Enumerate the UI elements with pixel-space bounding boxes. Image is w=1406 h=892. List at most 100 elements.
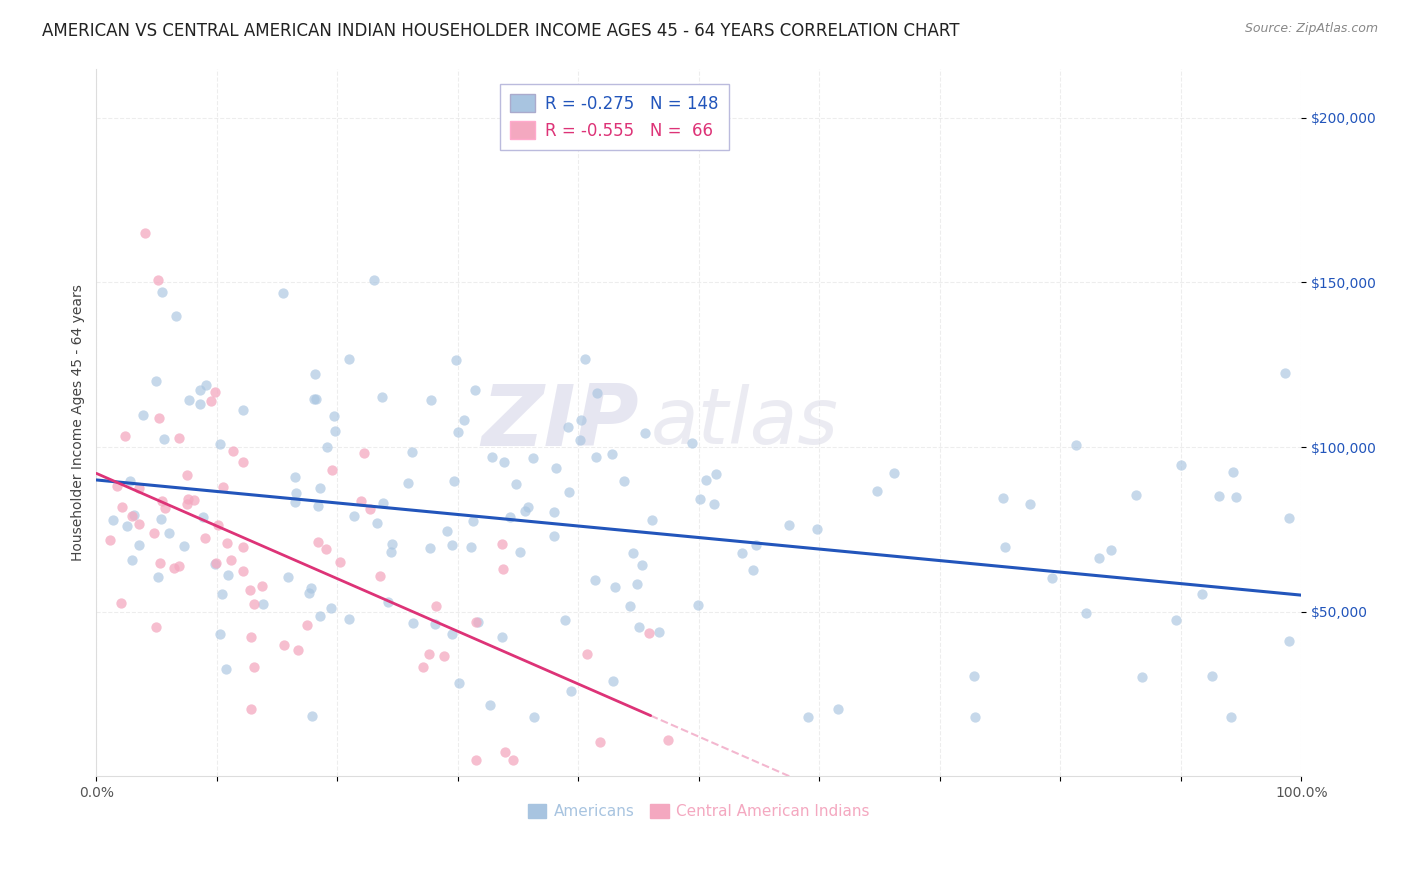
Point [118, 475, 141, 489]
Point [295, 618, 318, 632]
Point [1225, 490, 1247, 504]
Point [641, 513, 664, 527]
Point [242, 660, 264, 674]
Point [195, 378, 218, 392]
Point [543, 505, 565, 519]
Point [252, 597, 274, 611]
Point [110, 500, 132, 514]
Text: AMERICAN VS CENTRAL AMERICAN INDIAN HOUSEHOLDER INCOME AGES 45 - 64 YEARS CORREL: AMERICAN VS CENTRAL AMERICAN INDIAN HOUS… [42, 22, 960, 40]
Point [98, 533, 121, 548]
Point [277, 570, 299, 584]
Point [991, 491, 1014, 505]
Point [149, 512, 172, 526]
Point [557, 485, 579, 500]
Point [194, 531, 217, 545]
Point [502, 753, 524, 767]
Point [359, 502, 381, 516]
Point [299, 582, 322, 596]
Point [523, 710, 546, 724]
Point [619, 599, 641, 613]
Point [209, 627, 232, 641]
Point [806, 523, 828, 537]
Point [583, 573, 606, 587]
Point [124, 508, 146, 522]
Point [307, 500, 329, 514]
Point [1099, 542, 1122, 557]
Point [165, 310, 187, 324]
Point [460, 540, 482, 554]
Point [441, 538, 464, 552]
Point [366, 516, 388, 531]
Point [204, 556, 226, 570]
Point [145, 620, 167, 634]
Point [243, 597, 266, 611]
Point [467, 615, 489, 630]
Point [308, 608, 330, 623]
Point [250, 579, 273, 593]
Point [148, 410, 170, 425]
Point [316, 440, 339, 454]
Point [153, 500, 176, 515]
Point [148, 273, 170, 287]
Point [188, 397, 211, 411]
Point [381, 536, 404, 550]
Point [741, 563, 763, 577]
Point [479, 698, 502, 713]
Point [232, 541, 254, 555]
Point [173, 539, 195, 553]
Point [443, 474, 465, 488]
Point [1274, 366, 1296, 380]
Point [433, 648, 456, 663]
Point [745, 538, 768, 552]
Point [232, 403, 254, 417]
Point [1074, 606, 1097, 620]
Point [626, 577, 648, 591]
Legend: Americans, Central American Indians: Americans, Central American Indians [522, 797, 876, 825]
Point [605, 580, 627, 594]
Point [188, 383, 211, 397]
Point [167, 559, 190, 574]
Point [731, 547, 754, 561]
Point [420, 392, 443, 407]
Point [575, 648, 598, 662]
Point [302, 392, 325, 407]
Point [418, 647, 440, 661]
Point [329, 555, 352, 569]
Point [128, 481, 150, 495]
Point [305, 392, 328, 407]
Point [1191, 587, 1213, 601]
Point [177, 491, 200, 506]
Text: ZIP: ZIP [481, 381, 638, 464]
Point [191, 509, 214, 524]
Point [543, 529, 565, 543]
Point [613, 474, 636, 488]
Point [222, 443, 245, 458]
Point [1018, 497, 1040, 511]
Text: atlas: atlas [651, 384, 838, 460]
Point [827, 701, 849, 715]
Point [628, 620, 651, 634]
Point [491, 537, 513, 551]
Point [152, 285, 174, 300]
Y-axis label: Householder Income Ages 45 - 64 years: Householder Income Ages 45 - 64 years [72, 284, 86, 561]
Point [1222, 465, 1244, 479]
Point [337, 352, 360, 367]
Point [152, 432, 174, 446]
Point [963, 710, 986, 724]
Point [176, 468, 198, 483]
Point [447, 425, 470, 440]
Point [464, 383, 486, 397]
Point [115, 519, 138, 533]
Point [1278, 633, 1301, 648]
Point [465, 615, 488, 629]
Point [1208, 489, 1230, 503]
Point [343, 508, 366, 523]
Point [398, 476, 420, 491]
Point [121, 508, 143, 523]
Point [569, 413, 592, 427]
Point [544, 461, 567, 475]
Point [402, 616, 425, 631]
Point [101, 513, 124, 527]
Point [621, 545, 644, 559]
Point [157, 525, 180, 540]
